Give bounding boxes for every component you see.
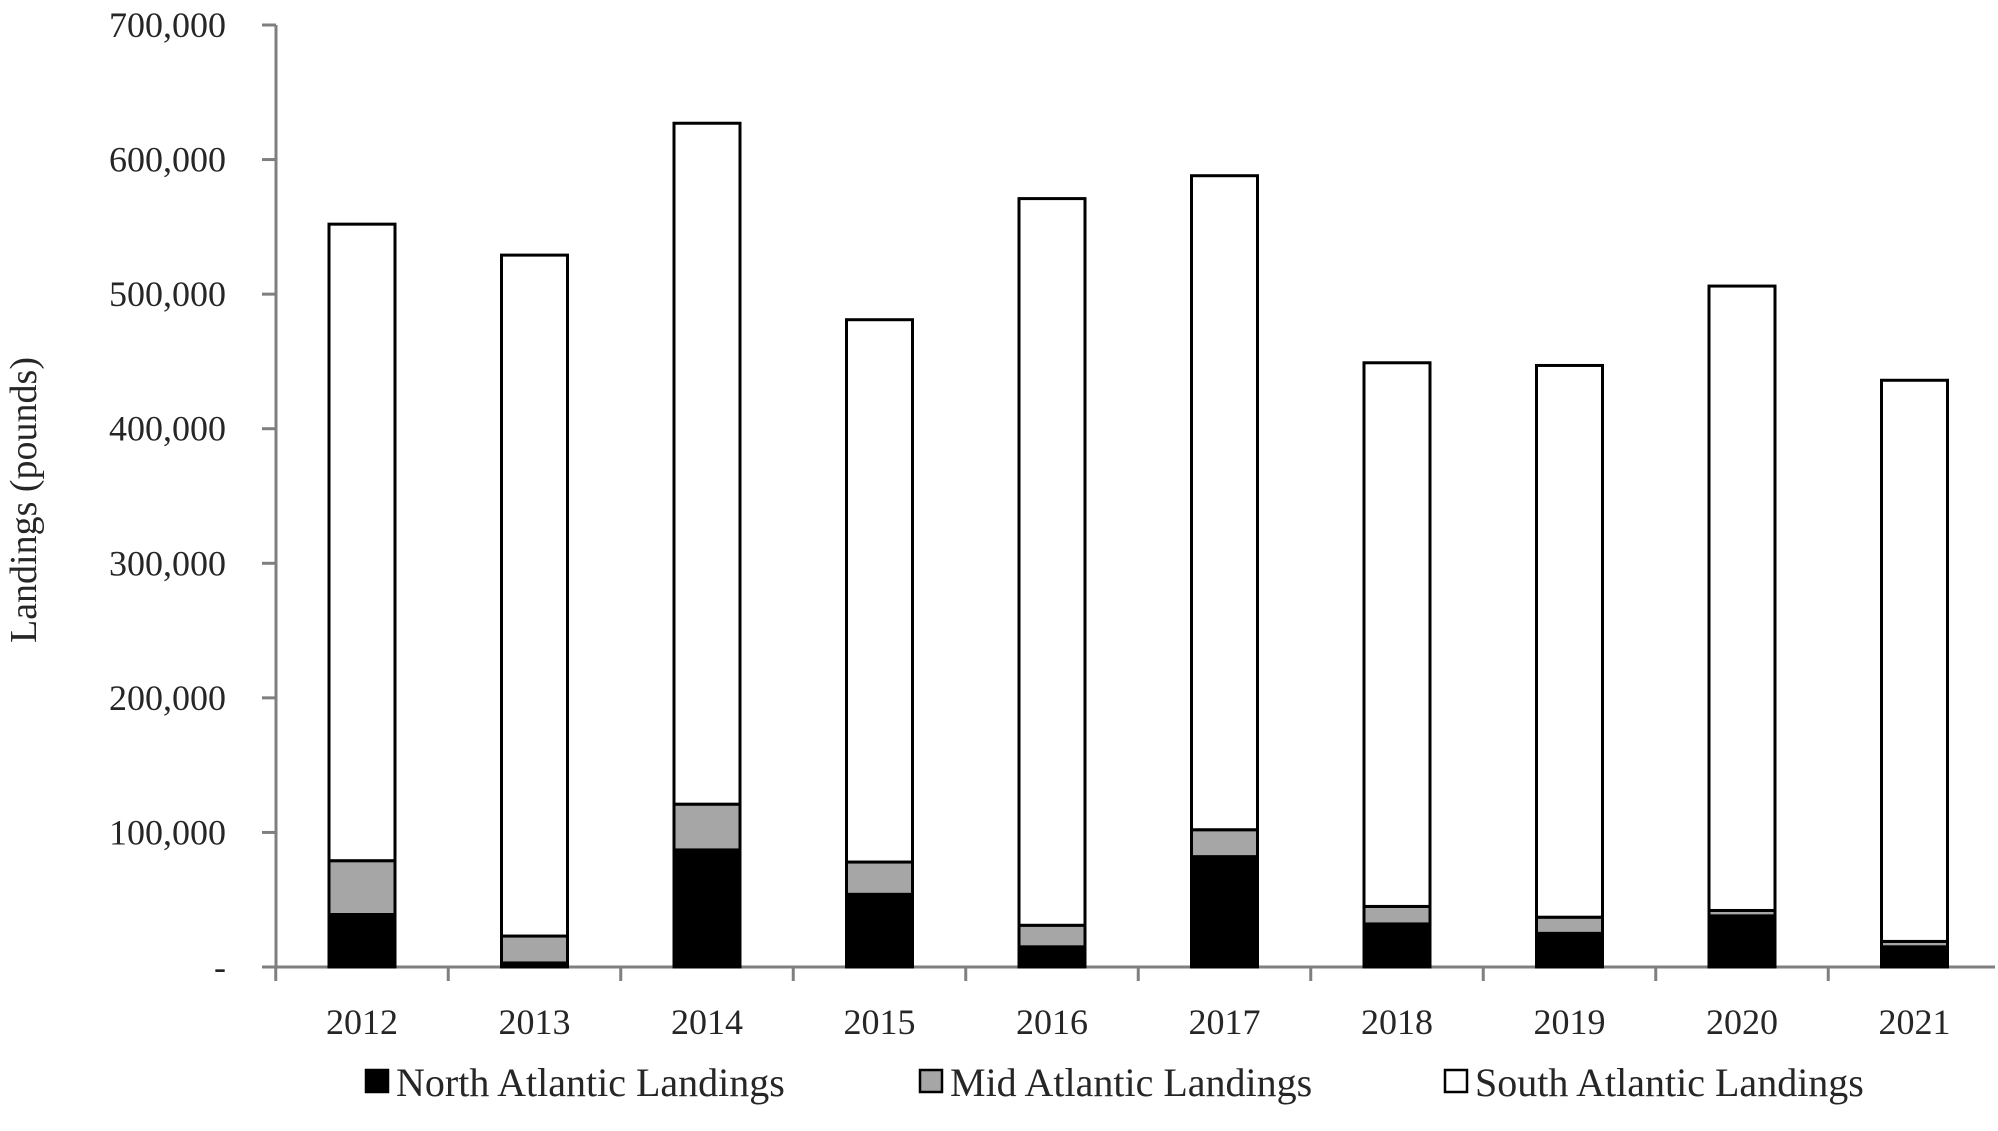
bar-south-atlantic-landings-2018	[1362, 361, 1432, 908]
bar-mid-atlantic-landings-2015	[845, 860, 914, 896]
bar-north-atlantic-landings-2019	[1535, 931, 1604, 969]
legend: North Atlantic Landings Mid Atlantic Land…	[364, 1060, 1864, 1105]
y-tick-label: -	[214, 947, 226, 987]
bar-mid-atlantic-landings-2016	[1017, 923, 1087, 949]
x-tick-label: 2020	[1706, 1002, 1778, 1042]
bar-south-atlantic-landings-2014	[672, 121, 742, 806]
bar-south-atlantic-landings-2020	[1707, 284, 1777, 912]
y-tick-label: 100,000	[109, 812, 226, 852]
y-tick-label: 300,000	[109, 543, 226, 583]
bar-mid-atlantic-landings-2013	[500, 934, 569, 965]
y-tick-label: 700,000	[109, 5, 226, 45]
bar-mid-atlantic-landings-2014	[672, 802, 742, 852]
bar-north-atlantic-landings-2018	[1362, 922, 1432, 969]
legend-swatch-north-atlantic-landings	[364, 1068, 390, 1094]
bar-north-atlantic-landings-2014	[672, 848, 742, 969]
x-tick-label: 2017	[1189, 1002, 1261, 1042]
y-tick-label: 200,000	[109, 678, 226, 718]
bar-mid-atlantic-landings-2019	[1535, 915, 1604, 935]
x-tick-label: 2019	[1534, 1002, 1606, 1042]
y-axis-title: Landings (pounds)	[3, 357, 45, 643]
bar-south-atlantic-landings-2013	[500, 253, 569, 938]
x-tick-label: 2013	[499, 1002, 571, 1042]
x-tick-label: 2014	[671, 1002, 743, 1042]
bar-north-atlantic-landings-2012	[327, 913, 397, 969]
y-tick-label: 500,000	[109, 274, 226, 314]
x-tick-label: 2021	[1879, 1002, 1951, 1042]
legend-label: Mid Atlantic Landings	[950, 1060, 1312, 1105]
bar-south-atlantic-landings-2019	[1535, 363, 1604, 919]
y-tick-label: 600,000	[109, 140, 226, 180]
bar-south-atlantic-landings-2015	[845, 318, 914, 864]
bars	[327, 121, 1949, 969]
bar-south-atlantic-landings-2016	[1017, 197, 1087, 927]
bar-mid-atlantic-landings-2017	[1190, 828, 1259, 859]
tick-labels: - 100,000 200,000 300,000 400,000 500,000 600,…	[109, 5, 1951, 1042]
x-tick-label: 2012	[326, 1002, 398, 1042]
bar-mid-atlantic-landings-2018	[1362, 904, 1432, 926]
x-tick-label: 2016	[1016, 1002, 1088, 1042]
bar-north-atlantic-landings-2016	[1017, 945, 1087, 969]
x-tick-label: 2018	[1361, 1002, 1433, 1042]
bar-south-atlantic-landings-2021	[1880, 378, 1949, 943]
bar-south-atlantic-landings-2017	[1190, 174, 1259, 832]
bar-north-atlantic-landings-2015	[845, 892, 914, 969]
bar-north-atlantic-landings-2020	[1707, 914, 1777, 969]
legend-label: North Atlantic Landings	[396, 1060, 785, 1105]
y-tick-label: 400,000	[109, 409, 226, 449]
bar-mid-atlantic-landings-2012	[327, 859, 397, 917]
bar-north-atlantic-landings-2021	[1880, 945, 1949, 969]
bar-south-atlantic-landings-2012	[327, 222, 397, 863]
legend-label: South Atlantic Landings	[1475, 1060, 1864, 1105]
legend-swatch-mid-atlantic-landings	[918, 1068, 944, 1094]
x-tick-label: 2015	[844, 1002, 916, 1042]
bar-north-atlantic-landings-2017	[1190, 855, 1259, 969]
legend-swatch-south-atlantic-landings	[1443, 1068, 1469, 1094]
